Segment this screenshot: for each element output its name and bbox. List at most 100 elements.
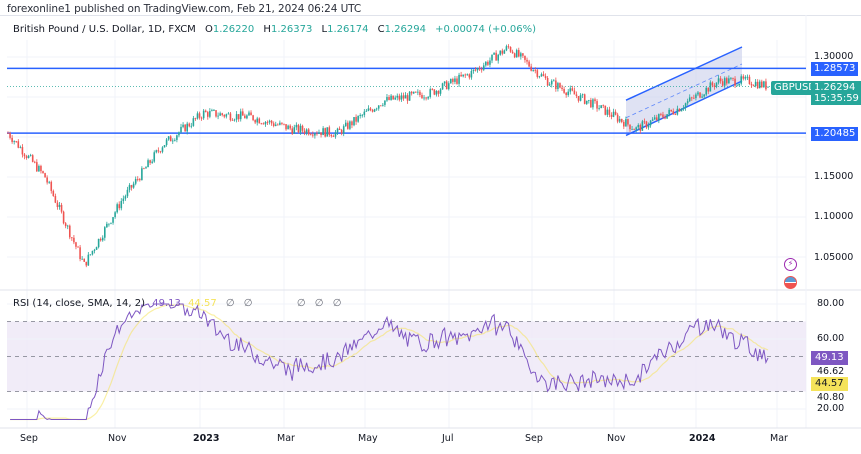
candle-body [340, 129, 343, 134]
candle-body [699, 92, 701, 98]
candle-body [114, 212, 116, 218]
candle-body [231, 120, 234, 121]
candle-body [40, 165, 42, 172]
candle-body [571, 88, 574, 91]
candle-body [431, 89, 434, 90]
candle-body [147, 160, 149, 168]
candle-body [382, 104, 384, 106]
candle-body [153, 152, 156, 162]
candle-body [25, 156, 28, 158]
candle-body [71, 237, 73, 239]
candle-body [285, 124, 287, 130]
candle-body [215, 110, 217, 117]
candle-body [606, 109, 609, 115]
candle-body [217, 115, 219, 117]
candle-body [219, 113, 221, 116]
open-label: O [205, 24, 213, 35]
us-flag-event-icon[interactable] [784, 276, 797, 289]
candle-body [287, 125, 289, 130]
last-price-badge: 1.26294 15:35:59 [811, 81, 861, 105]
candle-body [608, 109, 611, 115]
candle-body [46, 177, 48, 183]
candle-body [244, 115, 246, 119]
candle-body [54, 195, 57, 203]
candle-body [342, 126, 345, 134]
candle-body [388, 97, 390, 100]
time-axis-label: Mar [770, 433, 788, 444]
candle-body [503, 50, 506, 54]
candle-body [239, 111, 242, 120]
candle-body [719, 78, 722, 82]
candle-body [472, 69, 475, 71]
candle-body [303, 130, 306, 134]
candle-body [204, 110, 207, 113]
candle-body [480, 69, 483, 71]
candle-body [750, 83, 753, 86]
candle-body [299, 125, 302, 133]
rsi-legend: RSI (14, close, SMA, 14, 2) 49.13 44.57 … [13, 298, 341, 309]
candle-body [746, 76, 749, 78]
candle-body [763, 81, 765, 88]
candle-body [629, 124, 631, 130]
candle-body [402, 95, 405, 99]
candle-body [415, 91, 417, 93]
candle-body [77, 246, 79, 248]
rsi-tick: 60.00 [817, 333, 845, 344]
candle-body [676, 108, 679, 115]
candle-body [258, 118, 261, 124]
price-tick: 1.30000 [814, 51, 854, 62]
candle-body [289, 125, 291, 129]
candle-body [421, 95, 423, 99]
candle-body [139, 179, 141, 181]
open-value: 1.26220 [212, 24, 255, 35]
candle-body [386, 97, 388, 101]
candle-body [458, 74, 460, 84]
candle-body [550, 80, 553, 85]
candle-body [748, 76, 751, 84]
na-icon: ∅ [332, 298, 342, 309]
candle-body [291, 128, 294, 134]
candle-body [445, 81, 448, 90]
candle-body [542, 74, 545, 77]
level-badge-upper: 1.28573 [811, 62, 859, 76]
low-label: L [321, 24, 328, 35]
rsi-sma-value: 44.57 [188, 298, 217, 309]
candle-body [309, 134, 312, 136]
candle-body [400, 95, 403, 100]
candle-body [379, 105, 382, 107]
candle-body [13, 141, 15, 142]
candle-body [682, 107, 685, 110]
lightning-event-icon[interactable]: ⚡ [784, 258, 797, 271]
candle-body [734, 78, 736, 86]
level-badge-lower: 1.20485 [811, 127, 859, 141]
candle-body [229, 113, 232, 121]
candle-body [709, 82, 712, 92]
candle-body [565, 92, 567, 96]
candle-body [730, 78, 732, 79]
rsi-extra-label: 40.80 [817, 392, 845, 403]
candle-body [592, 99, 594, 108]
candle-body [262, 123, 265, 125]
candle-body [765, 81, 767, 90]
candle-body [7, 133, 9, 134]
candle-body [252, 115, 254, 121]
candle-body [596, 101, 598, 109]
candle-body [87, 254, 90, 266]
candle-body [206, 112, 209, 117]
candle-body [738, 83, 740, 86]
candle-body [223, 114, 226, 117]
candle-body [202, 110, 205, 119]
candle-body [485, 61, 487, 66]
candle-body [598, 108, 600, 109]
candle-body [365, 110, 368, 112]
candle-body [495, 52, 497, 61]
candle-body [174, 139, 176, 141]
rsi-value: 49.13 [152, 298, 181, 309]
candle-body [511, 51, 514, 54]
candle-body [666, 114, 668, 119]
candle-body [264, 122, 267, 125]
candle-body [625, 119, 627, 127]
candle-body [627, 119, 629, 125]
candle-body [635, 127, 637, 130]
